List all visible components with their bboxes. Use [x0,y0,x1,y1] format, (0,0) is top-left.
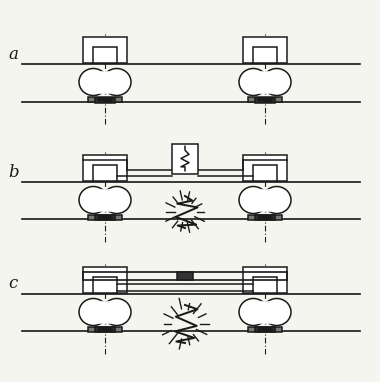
Bar [83,37,127,63]
Ellipse shape [79,298,108,325]
Bar [259,189,271,210]
Bar [248,327,282,332]
Bar [88,215,122,220]
Ellipse shape [239,186,268,214]
Bar [83,267,127,293]
Ellipse shape [263,298,291,325]
Bar [177,272,193,280]
Bar [243,155,287,181]
Ellipse shape [263,186,291,214]
Bar [253,165,277,181]
Text: c: c [8,275,17,293]
Ellipse shape [239,68,268,96]
Bar [253,277,277,293]
Bar [255,215,275,220]
Bar [243,267,287,293]
Ellipse shape [79,186,108,214]
Ellipse shape [102,186,131,214]
Bar [93,165,117,181]
Bar [243,37,287,63]
Text: a: a [8,45,18,63]
Bar [255,98,275,103]
Bar [99,189,111,210]
Bar [95,327,115,332]
Bar [99,71,111,92]
Bar [88,97,122,102]
Text: b: b [8,163,19,181]
Bar [253,47,277,63]
Bar [83,155,127,181]
Bar [93,47,117,63]
Bar [259,301,271,322]
Bar [172,144,198,174]
Bar [88,327,122,332]
Ellipse shape [79,68,108,96]
Bar [95,215,115,220]
Ellipse shape [102,298,131,325]
Bar [248,215,282,220]
Ellipse shape [239,298,268,325]
Bar [99,301,111,322]
Bar [95,98,115,103]
Ellipse shape [263,68,291,96]
Bar [248,97,282,102]
Bar [255,327,275,332]
Bar [93,277,117,293]
Ellipse shape [102,68,131,96]
Bar [259,71,271,92]
